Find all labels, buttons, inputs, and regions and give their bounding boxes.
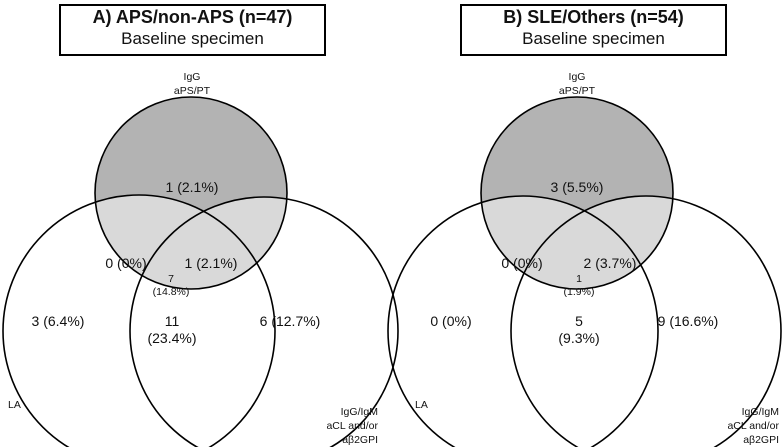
set-top-circle [94,96,288,290]
set-top-circle [480,96,674,290]
venn-diagram: IgG aPS/PT LA IgG/IgM aCL and/or aβ2GPI … [387,71,782,447]
label-top-line1: IgG [569,71,586,83]
region-all-three-pct: (14.8%) [153,286,190,298]
set-left-circle [387,195,659,447]
region-left-right-pct: (9.3%) [558,330,599,346]
region-left-right-count: 11 [165,313,180,329]
region-right-only: 6 (12.7%) [260,313,321,329]
label-top-line2: aPS/PT [174,85,211,97]
venn-panel-b: B) SLE/Others (n=54) Baseline specimen I… [387,0,783,447]
set-left-circle [2,194,276,447]
region-top-right: 1 (2.1%) [185,255,238,271]
venn-panel-a: A) APS/non-APS (n=47) Baseline specimen … [0,0,399,447]
region-top-left: 0 (0%) [501,255,542,271]
region-left-right-pct: (23.4%) [147,330,196,346]
region-all-three-count: 1 [576,273,582,285]
label-right-line2: aCL and/or [727,420,779,432]
label-right-line1: IgG/IgM [341,406,378,418]
panel-title: A) APS/non-APS (n=47) [92,7,293,27]
label-top-line2: aPS/PT [559,85,596,97]
label-right-line3: aβ2GPI [342,434,378,446]
region-all-three-count: 7 [168,273,174,285]
panel-title-box: A) APS/non-APS (n=47) Baseline specimen [59,4,326,56]
overlap-fill-top-right [511,196,673,289]
label-top-line1: IgG [184,71,201,83]
region-left-only: 3 (6.4%) [32,313,85,329]
region-top-right: 2 (3.7%) [584,255,637,271]
overlap-fill-top-right [130,197,287,289]
panel-title-box: B) SLE/Others (n=54) Baseline specimen [460,4,727,56]
region-left-right-count: 5 [575,313,583,329]
region-top-only: 1 (2.1%) [166,179,219,195]
region-all-three-pct: (1.9%) [564,286,595,298]
set-right-circle [129,196,399,447]
label-right-line2: aCL and/or [326,420,378,432]
panel-subtitle: Baseline specimen [121,29,264,48]
panel-subtitle: Baseline specimen [522,29,665,48]
region-left-only: 0 (0%) [430,313,471,329]
region-right-only: 9 (16.6%) [658,313,719,329]
panel-title: B) SLE/Others (n=54) [503,7,684,27]
set-right-circle [510,195,782,447]
venn-diagram: IgG aPS/PT LA IgG/IgM aCL and/or aβ2GPI … [2,71,399,447]
label-left: LA [415,399,428,411]
label-right-line1: IgG/IgM [742,406,779,418]
region-top-left: 0 (0%) [105,255,146,271]
region-top-only: 3 (5.5%) [551,179,604,195]
label-left: LA [8,399,21,411]
label-right-line3: aβ2GPI [743,434,779,446]
